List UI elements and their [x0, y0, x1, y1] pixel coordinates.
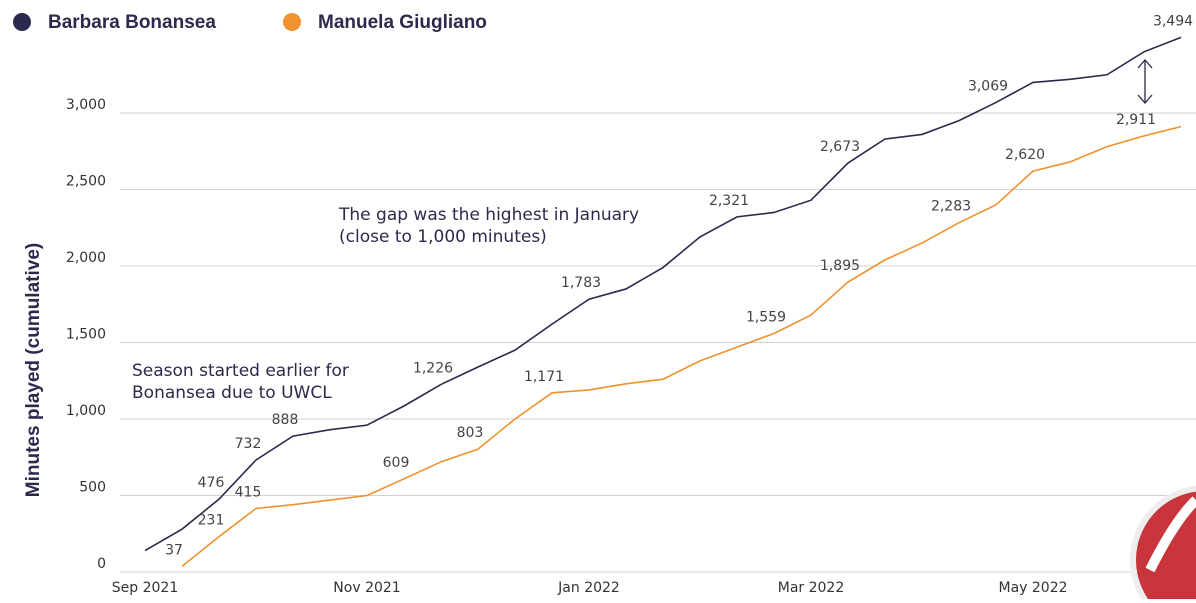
x-tick-label: Jan 2022 [557, 580, 620, 596]
data-label: 803 [457, 425, 484, 441]
data-label: 2,911 [1116, 112, 1156, 128]
legend-label: Barbara Bonansea [48, 12, 216, 33]
ball-decoration [1133, 488, 1196, 599]
y-tick-label: 1,500 [66, 327, 106, 343]
series-line [182, 127, 1181, 567]
data-label: 888 [272, 412, 299, 428]
data-label: 609 [383, 455, 410, 471]
y-tick-label: 3,000 [66, 97, 106, 113]
x-tick-label: Sep 2021 [112, 580, 178, 596]
data-label: 1,171 [524, 369, 564, 385]
data-label: 2,321 [709, 193, 749, 209]
y-axis-label: Minutes played (cumulative) [23, 243, 44, 497]
data-label: 2,620 [1005, 147, 1045, 163]
annotation: The gap was the highest in January [338, 205, 639, 225]
legend-label: Manuela Giugliano [318, 12, 487, 33]
gap-arrow [1138, 60, 1152, 103]
y-tick-label: 2,500 [66, 174, 106, 190]
y-tick-label: 500 [79, 480, 106, 496]
chart: Minutes played (cumulative) 0 500 1,000 1,5… [0, 0, 1196, 599]
x-tick-label: Nov 2021 [333, 580, 400, 596]
x-tick-label: May 2022 [998, 580, 1067, 596]
data-label: 1,226 [413, 360, 453, 376]
legend-marker [13, 13, 31, 31]
data-label: 3,069 [968, 78, 1008, 94]
data-label: 415 [235, 485, 262, 501]
data-label: 37 [165, 542, 183, 558]
data-label: 1,783 [561, 275, 601, 291]
data-label: 476 [198, 475, 225, 491]
y-tick-label: 2,000 [66, 250, 106, 266]
data-label: 1,895 [820, 258, 860, 274]
y-tick-label: 0 [97, 556, 106, 572]
annotation: (close to 1,000 minutes) [339, 227, 547, 247]
data-label: 231 [198, 513, 225, 529]
legend-marker [283, 13, 301, 31]
series-line [145, 37, 1181, 550]
data-label: 732 [235, 436, 262, 452]
x-tick-label: Mar 2022 [778, 580, 845, 596]
annotation: Bonansea due to UWCL [132, 383, 332, 403]
data-label: 2,283 [931, 199, 971, 215]
y-tick-label: 1,000 [66, 403, 106, 419]
data-label: 1,559 [746, 309, 786, 325]
annotation: Season started earlier for [132, 361, 349, 381]
data-label: 3,494 [1153, 13, 1193, 29]
data-label: 2,673 [820, 139, 860, 155]
